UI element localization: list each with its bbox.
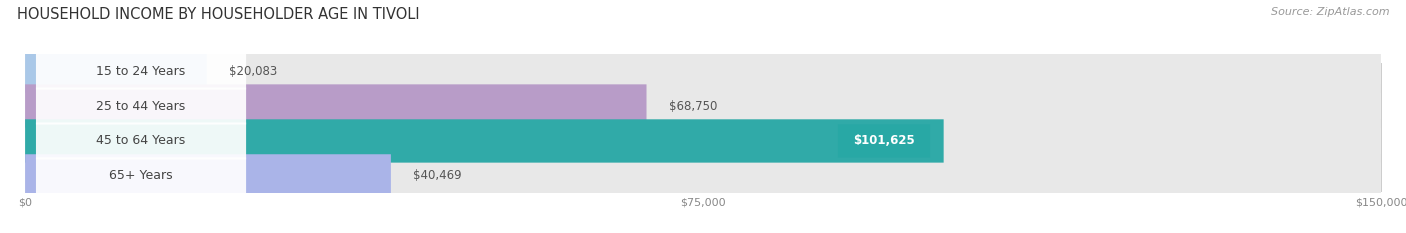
FancyBboxPatch shape bbox=[25, 154, 391, 198]
FancyBboxPatch shape bbox=[25, 49, 1381, 93]
Text: HOUSEHOLD INCOME BY HOUSEHOLDER AGE IN TIVOLI: HOUSEHOLD INCOME BY HOUSEHOLDER AGE IN T… bbox=[17, 7, 419, 22]
Text: 65+ Years: 65+ Years bbox=[110, 169, 173, 182]
FancyBboxPatch shape bbox=[25, 119, 1381, 163]
FancyBboxPatch shape bbox=[25, 154, 1381, 198]
FancyBboxPatch shape bbox=[37, 87, 246, 125]
FancyBboxPatch shape bbox=[37, 52, 246, 90]
FancyBboxPatch shape bbox=[25, 84, 1381, 128]
FancyBboxPatch shape bbox=[838, 124, 931, 158]
FancyBboxPatch shape bbox=[37, 122, 246, 160]
FancyBboxPatch shape bbox=[25, 84, 647, 128]
Text: 25 to 44 Years: 25 to 44 Years bbox=[97, 99, 186, 113]
Text: $101,625: $101,625 bbox=[853, 134, 915, 147]
Text: $68,750: $68,750 bbox=[669, 99, 717, 113]
FancyBboxPatch shape bbox=[25, 119, 943, 163]
Text: 45 to 64 Years: 45 to 64 Years bbox=[97, 134, 186, 147]
Text: $20,083: $20,083 bbox=[229, 65, 277, 78]
FancyBboxPatch shape bbox=[37, 157, 246, 195]
Text: 15 to 24 Years: 15 to 24 Years bbox=[97, 65, 186, 78]
Text: $40,469: $40,469 bbox=[413, 169, 463, 182]
Text: Source: ZipAtlas.com: Source: ZipAtlas.com bbox=[1271, 7, 1389, 17]
FancyBboxPatch shape bbox=[25, 49, 207, 93]
